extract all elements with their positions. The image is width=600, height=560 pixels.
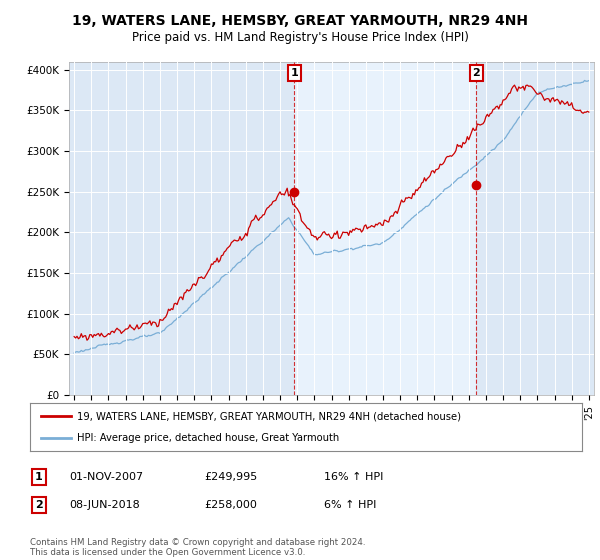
Text: 1: 1 bbox=[35, 472, 43, 482]
Text: 2: 2 bbox=[35, 500, 43, 510]
Text: £258,000: £258,000 bbox=[204, 500, 257, 510]
Bar bbox=[294, 62, 476, 395]
Text: Contains HM Land Registry data © Crown copyright and database right 2024.
This d: Contains HM Land Registry data © Crown c… bbox=[30, 538, 365, 557]
Text: Price paid vs. HM Land Registry's House Price Index (HPI): Price paid vs. HM Land Registry's House … bbox=[131, 31, 469, 44]
Text: 1: 1 bbox=[290, 68, 298, 78]
Text: 01-NOV-2007: 01-NOV-2007 bbox=[69, 472, 143, 482]
Text: 19, WATERS LANE, HEMSBY, GREAT YARMOUTH, NR29 4NH (detached house): 19, WATERS LANE, HEMSBY, GREAT YARMOUTH,… bbox=[77, 411, 461, 421]
Text: 2: 2 bbox=[472, 68, 480, 78]
Text: £249,995: £249,995 bbox=[204, 472, 257, 482]
Text: HPI: Average price, detached house, Great Yarmouth: HPI: Average price, detached house, Grea… bbox=[77, 433, 339, 443]
Text: 16% ↑ HPI: 16% ↑ HPI bbox=[324, 472, 383, 482]
Text: 6% ↑ HPI: 6% ↑ HPI bbox=[324, 500, 376, 510]
Text: 08-JUN-2018: 08-JUN-2018 bbox=[69, 500, 140, 510]
Text: 19, WATERS LANE, HEMSBY, GREAT YARMOUTH, NR29 4NH: 19, WATERS LANE, HEMSBY, GREAT YARMOUTH,… bbox=[72, 14, 528, 28]
